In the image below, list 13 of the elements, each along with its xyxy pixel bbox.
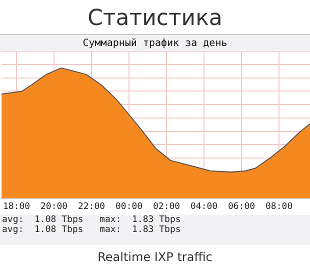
x-tick-label: 04:00 xyxy=(190,202,218,212)
chart-title: Статистика xyxy=(86,6,224,31)
x-tick-label: 22:00 xyxy=(78,202,106,212)
x-tick-label: 06:00 xyxy=(228,202,256,212)
text: Realtime IXP traffic xyxy=(96,250,214,264)
x-tick-label: 18:00 xyxy=(3,202,30,212)
x-tick-label: 20:00 xyxy=(40,202,68,212)
chart-subtitle: Суммарный трафик за день xyxy=(0,34,310,52)
text: avg: 1.08 Tbps max: 1.83 Tbps xyxy=(2,215,182,225)
x-tick-label: 02:00 xyxy=(153,202,180,212)
x-tick-label: 00:00 xyxy=(116,202,143,212)
x-tick-label: 08:00 xyxy=(266,202,293,212)
text: avg: 1.08 Tbps max: 1.83 Tbps xyxy=(2,225,182,235)
